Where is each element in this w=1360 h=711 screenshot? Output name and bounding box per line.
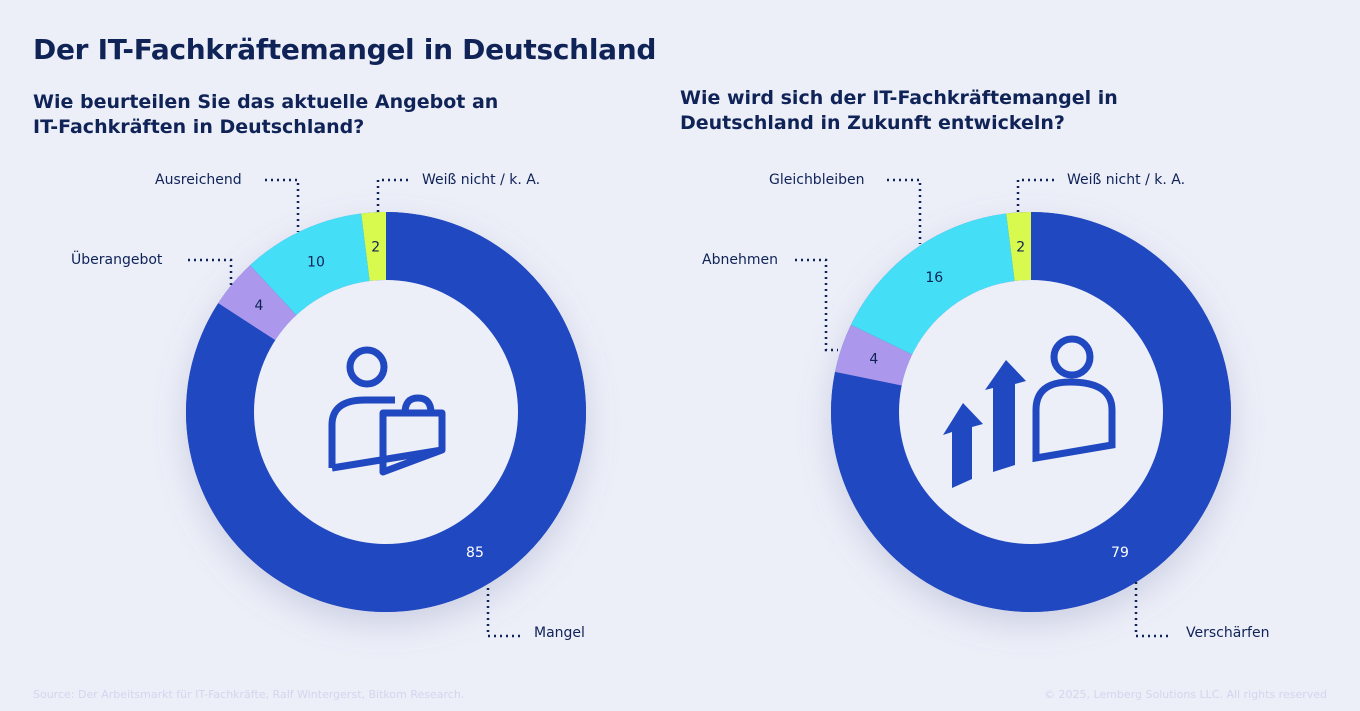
donut-segment-1 — [835, 324, 913, 386]
data-label-3: 2 — [1016, 239, 1025, 255]
data-label-0: 79 — [1111, 545, 1129, 561]
source-note: Source: Der Arbeitsmarkt für IT-Fachkräf… — [33, 688, 465, 701]
leader-lines — [188, 178, 1172, 638]
label-ueberangebot: Überangebot — [71, 252, 163, 268]
chart-1-title: Wie beurteilen Sie das aktuelle Angebot … — [33, 91, 499, 138]
person-with-rising-arrows-icon — [943, 335, 1116, 488]
donut-segment-3 — [1006, 212, 1031, 282]
copyright: © 2025, Lemberg Solutions LLC. All right… — [1044, 688, 1327, 701]
donut-segment-2 — [250, 213, 370, 316]
label-verschaerfen: Verschärfen — [1186, 625, 1270, 641]
label-weiss-nicht-1: Weiß nicht / k. A. — [422, 172, 541, 188]
donut-segment-2 — [850, 213, 1015, 355]
donut-hole — [899, 280, 1163, 544]
chart-2: 79 4 16 2 — [830, 212, 1231, 612]
data-label-2: 10 — [307, 254, 325, 270]
label-mangel: Mangel — [534, 625, 585, 641]
person-with-briefcase-icon — [328, 346, 446, 476]
donut-segment-3 — [361, 212, 386, 282]
label-gleichbleiben: Gleichbleiben — [769, 172, 865, 188]
donut-segment-1 — [218, 265, 297, 341]
data-label-1: 4 — [869, 352, 878, 368]
donut-segment-0 — [185, 212, 586, 613]
label-weiss-nicht-2: Weiß nicht / k. A. — [1067, 172, 1186, 188]
data-label-2: 16 — [925, 270, 943, 286]
chart-2-title: Wie wird sich der IT-Fachkräftemangel in… — [680, 87, 1118, 134]
label-ausreichend: Ausreichend — [155, 172, 242, 188]
page-title: Der IT-Fachkräftemangel in Deutschland — [33, 33, 657, 66]
data-label-1: 4 — [255, 298, 264, 314]
data-label-0: 85 — [466, 545, 484, 561]
donut-segment-0 — [830, 212, 1231, 612]
label-abnehmen: Abnehmen — [702, 252, 778, 268]
data-label-3: 2 — [371, 239, 380, 255]
